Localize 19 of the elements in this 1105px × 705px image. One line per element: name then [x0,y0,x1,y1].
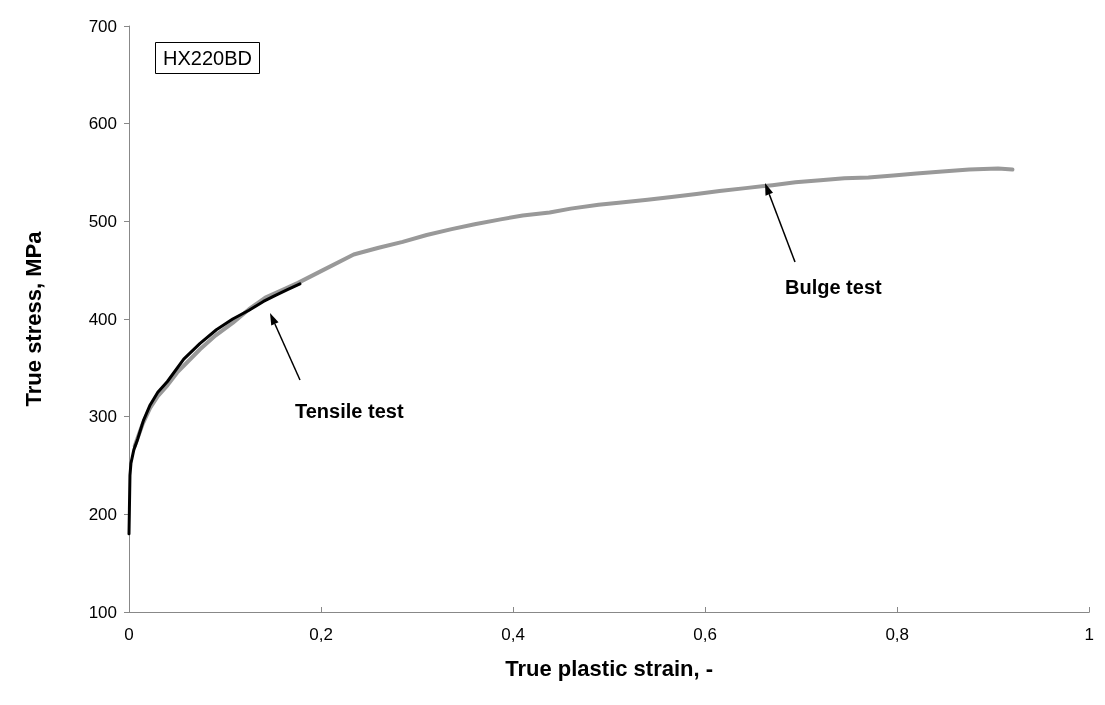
y-tick-label: 600 [88,114,117,134]
x-axis-title: True plastic strain, - [505,655,714,681]
annotation: Bulge test [785,276,883,298]
x-tick-label: 1 [1084,625,1095,644]
x-tick-label: 0,6 [693,625,717,644]
x-tick-label: 0,2 [309,625,333,644]
y-tick-label: 200 [88,504,117,524]
text: HX220BD [163,47,252,69]
y-tick-label: 700 [88,16,117,36]
x-tick-label: 0,4 [501,625,525,644]
y-tick-label: 400 [88,309,117,329]
y-tick-label: 300 [88,407,117,427]
y-tick-label: 500 [88,211,117,231]
y-tick-label: 100 [88,602,117,622]
y-axis-title: True stress, MPa [20,230,46,407]
annotation: Tensile test [295,400,404,422]
x-tick-label: 0 [124,625,134,644]
x-tick-label: 0,8 [885,625,910,644]
line-series [132,166,1015,448]
